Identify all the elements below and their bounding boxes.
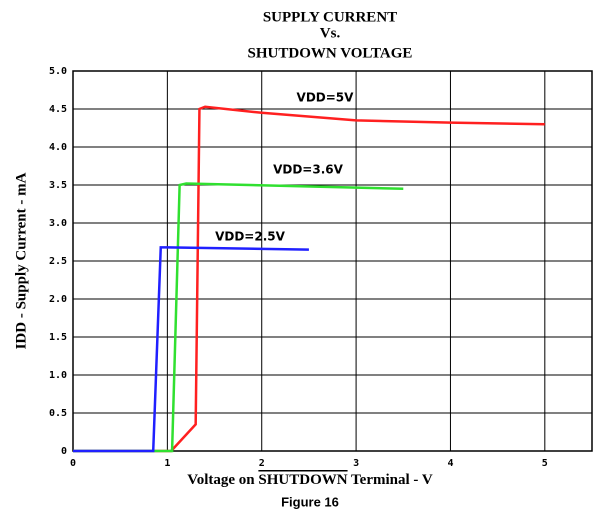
x-tick-label: 0 bbox=[70, 458, 76, 469]
x-tick-label: 2 bbox=[259, 458, 265, 469]
y-tick-label: 3.5 bbox=[49, 180, 67, 191]
y-tick-label: 4.0 bbox=[49, 142, 67, 153]
series-line bbox=[73, 105, 545, 453]
plot-frame bbox=[72, 70, 593, 452]
y-tick-label: 4.5 bbox=[49, 104, 67, 115]
x-tick-label: 5 bbox=[542, 458, 548, 469]
series-line bbox=[73, 246, 309, 453]
y-axis-label: IDD - Supply Current - mA bbox=[13, 172, 29, 349]
y-tick-label: 1.0 bbox=[49, 370, 67, 381]
x-axis-label: Voltage on SHUTDOWN Terminal - V bbox=[187, 472, 433, 488]
title-line: SUPPLY CURRENT bbox=[263, 9, 397, 25]
y-tick-label: 0.5 bbox=[49, 408, 67, 419]
caption: Figure 16 bbox=[281, 494, 339, 509]
y-tick-label: 5.0 bbox=[49, 66, 67, 77]
y-tick-label: 2.0 bbox=[49, 294, 67, 305]
x-label-part: SHUTDOWN bbox=[258, 472, 347, 488]
series-line bbox=[73, 182, 404, 453]
x-tick-label: 3 bbox=[353, 458, 359, 469]
y-tick-label: 3.0 bbox=[49, 218, 67, 229]
y-tick-label: 2.5 bbox=[49, 256, 67, 267]
y-tick-label: 0 bbox=[61, 446, 67, 457]
series-label: VDD=3.6V bbox=[273, 163, 344, 177]
x-label-part: Terminal - V bbox=[348, 472, 433, 488]
title-line: Vs. bbox=[320, 25, 341, 41]
x-label-part: Voltage on bbox=[187, 472, 258, 488]
y-tick-label: 1.5 bbox=[49, 332, 67, 343]
x-tick-label: 1 bbox=[164, 458, 170, 469]
series-label: VDD=2.5V bbox=[215, 230, 286, 244]
series-label: VDD=5V bbox=[297, 91, 355, 105]
title-line: SHUTDOWN VOLTAGE bbox=[248, 45, 413, 61]
x-tick-label: 4 bbox=[447, 458, 453, 469]
